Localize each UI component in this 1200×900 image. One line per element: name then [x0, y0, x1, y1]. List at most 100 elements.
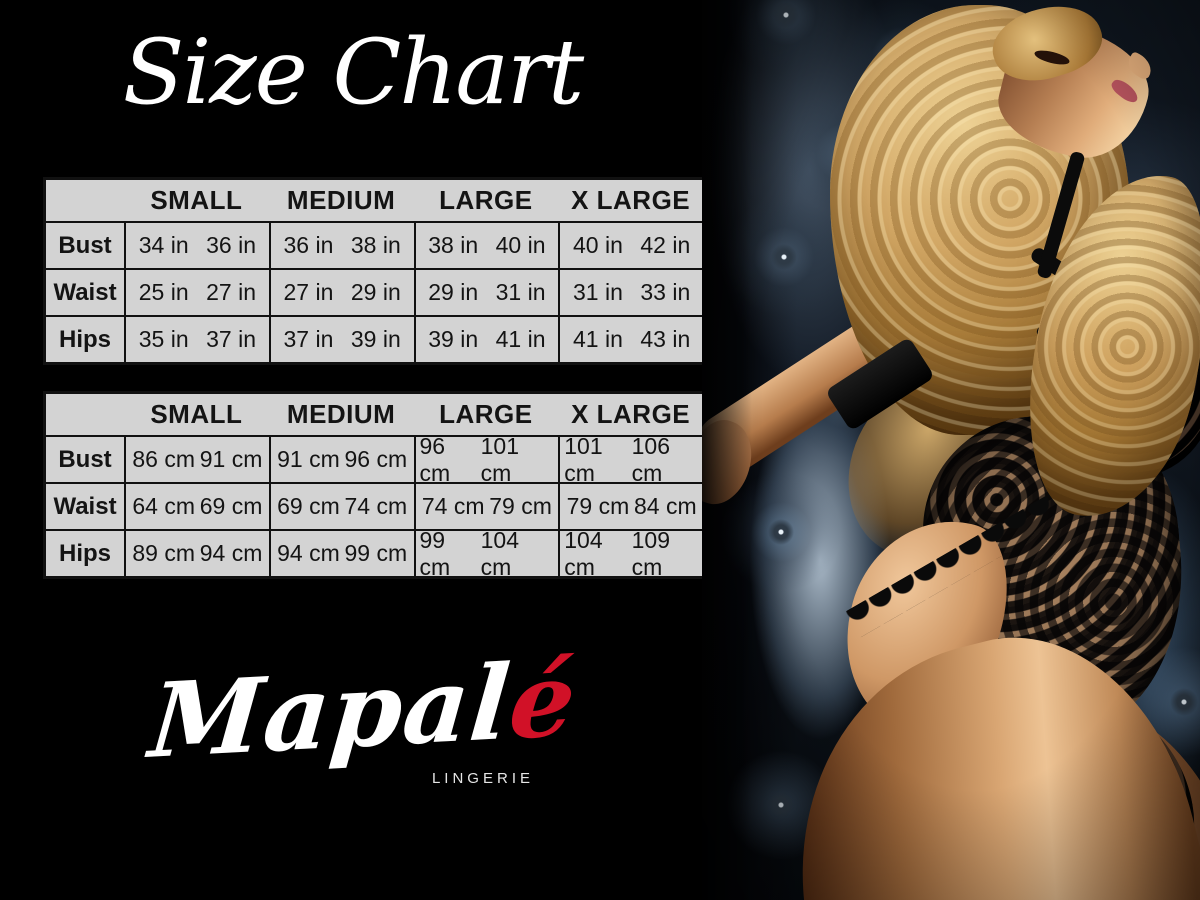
- size-value: 38 in: [350, 232, 401, 258]
- size-value: 31 in: [495, 279, 546, 305]
- column-header: SMALL: [150, 399, 243, 429]
- size-cell: 34 in 36 in: [126, 223, 271, 268]
- size-value: 39 in: [350, 326, 401, 352]
- size-cell: 91 cm 96 cm: [271, 437, 416, 482]
- photo-vignette: [702, 0, 1200, 900]
- table-row: Waist 64 cm 69 cm 69 cm 74 cm 74 cm 79 cm 79 cm…: [46, 484, 703, 531]
- size-value: 109 cm: [631, 526, 670, 580]
- size-value: 27 in: [206, 279, 256, 305]
- size-value: 37 in: [206, 326, 256, 352]
- column-header: SMALL: [150, 185, 243, 215]
- size-value: 27 in: [283, 279, 334, 305]
- size-cell: 31 in 33 in: [560, 270, 703, 315]
- row-label: Waist: [46, 270, 126, 315]
- size-table-centimeters: SMALL MEDIUM LARGE X LARGE Bust 86 cm 91 cm 91 …: [43, 391, 706, 580]
- size-value: 96 cm: [344, 446, 408, 472]
- size-table-inches: SMALL MEDIUM LARGE X LARGE Bust 34 in 36 in 36 …: [43, 177, 706, 365]
- size-cell: 64 cm 69 cm: [126, 484, 271, 529]
- size-cell: 36 in 38 in: [271, 223, 416, 268]
- size-value: 86 cm: [132, 446, 195, 472]
- size-value: 104 cm: [564, 526, 603, 580]
- model-photo: [702, 0, 1200, 900]
- size-cell: 37 in 39 in: [271, 317, 416, 362]
- size-cell: 25 in 27 in: [126, 270, 271, 315]
- size-cell: 79 cm 84 cm: [560, 484, 703, 529]
- size-value: 101 cm: [480, 432, 519, 486]
- table-header-row: SMALL MEDIUM LARGE X LARGE: [46, 394, 703, 437]
- size-value: 99 cm: [419, 526, 451, 580]
- size-value: 91 cm: [277, 446, 340, 472]
- size-cell: 69 cm 74 cm: [271, 484, 416, 529]
- brand-name-accent: é: [504, 639, 582, 764]
- size-cell: 96 cm 101 cm: [416, 433, 561, 486]
- brand-name: Mapalé: [145, 637, 581, 787]
- size-value: 94 cm: [199, 540, 263, 566]
- table-row: Bust 86 cm 91 cm 91 cm 96 cm 96 cm 101 cm 101 c…: [46, 433, 703, 486]
- size-value: 39 in: [428, 326, 479, 352]
- size-value: 33 in: [640, 279, 691, 305]
- row-label: Waist: [46, 484, 126, 529]
- column-header: MEDIUM: [286, 185, 396, 215]
- size-value: 36 in: [283, 232, 334, 258]
- column-header: X LARGE: [571, 399, 691, 429]
- size-value: 42 in: [640, 232, 691, 258]
- page-title: Size Chart: [122, 20, 584, 125]
- table-row: Hips 35 in 37 in 37 in 39 in 39 in 41 in 41 in 4…: [46, 317, 703, 362]
- size-cell: 39 in 41 in: [416, 317, 561, 362]
- size-value: 64 cm: [132, 493, 195, 519]
- size-value: 40 in: [573, 232, 623, 258]
- size-value: 74 cm: [421, 493, 485, 519]
- size-cell: 29 in 31 in: [416, 270, 561, 315]
- size-value: 106 cm: [631, 432, 670, 486]
- size-value: 31 in: [573, 279, 623, 305]
- size-value: 41 in: [573, 326, 623, 352]
- size-cell: 94 cm 99 cm: [271, 531, 416, 576]
- size-cell: 40 in 42 in: [560, 223, 703, 268]
- size-cell: 27 in 29 in: [271, 270, 416, 315]
- column-header: LARGE: [439, 399, 533, 429]
- size-value: 104 cm: [480, 526, 519, 580]
- size-cell: 104 cm 109 cm: [560, 527, 703, 580]
- size-value: 43 in: [640, 326, 691, 352]
- size-cell: 35 in 37 in: [126, 317, 271, 362]
- size-value: 89 cm: [132, 540, 195, 566]
- size-cell: 86 cm 91 cm: [126, 437, 271, 482]
- size-value: 96 cm: [419, 432, 451, 486]
- size-value: 25 in: [138, 279, 189, 305]
- size-value: 79 cm: [566, 493, 630, 519]
- size-cell: 41 in 43 in: [560, 317, 703, 362]
- table-row: Hips 89 cm 94 cm 94 cm 99 cm 99 cm 104 cm 104 c…: [46, 527, 703, 580]
- table-header-row: SMALL MEDIUM LARGE X LARGE: [46, 180, 703, 223]
- size-value: 91 cm: [199, 446, 263, 472]
- size-value: 99 cm: [344, 540, 408, 566]
- size-cell: 74 cm 79 cm: [416, 484, 561, 529]
- size-value: 79 cm: [489, 493, 552, 519]
- column-header: LARGE: [439, 185, 533, 215]
- size-value: 69 cm: [199, 493, 263, 519]
- table-row: Bust 34 in 36 in 36 in 38 in 38 in 40 in 40 in 4…: [46, 223, 703, 270]
- size-value: 69 cm: [277, 493, 340, 519]
- size-cell: 101 cm 106 cm: [560, 433, 703, 486]
- size-cell: 89 cm 94 cm: [126, 531, 271, 576]
- brand-name-main: Mapal: [145, 642, 516, 783]
- size-value: 84 cm: [633, 493, 697, 519]
- column-header: X LARGE: [571, 185, 691, 215]
- size-value: 37 in: [283, 326, 334, 352]
- row-label: Bust: [46, 437, 126, 482]
- size-value: 35 in: [138, 326, 189, 352]
- brand-logo: Mapalé LINGERIE: [145, 639, 581, 787]
- size-value: 29 in: [428, 279, 479, 305]
- table-row: Waist 25 in 27 in 27 in 29 in 29 in 31 in 31 in…: [46, 270, 703, 317]
- size-value: 74 cm: [344, 493, 408, 519]
- size-value: 29 in: [350, 279, 401, 305]
- size-cell: 38 in 40 in: [416, 223, 561, 268]
- brand-subtitle: LINGERIE: [431, 769, 534, 787]
- column-header: MEDIUM: [286, 399, 396, 429]
- info-panel: Size Chart SMALL MEDIUM LARGE X LARGE Bust 34…: [43, 20, 706, 787]
- table-corner-cell: [46, 180, 124, 221]
- row-label: Bust: [46, 223, 126, 268]
- table-corner-cell: [46, 394, 124, 435]
- size-value: 101 cm: [564, 432, 603, 486]
- size-value: 36 in: [206, 232, 256, 258]
